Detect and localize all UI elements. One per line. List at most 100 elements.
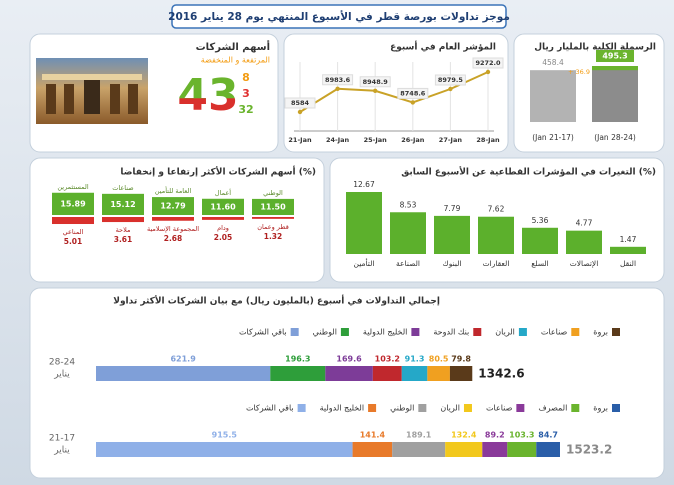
gainer-bar	[252, 198, 294, 215]
value-label: 103.2	[375, 355, 400, 364]
row-total: 1342.6	[478, 367, 524, 381]
value-label: 7.79	[444, 204, 461, 213]
value-label: 5.01	[64, 237, 83, 246]
point	[373, 88, 378, 93]
gainer-bar	[52, 192, 94, 215]
gainer-name: أعمال	[215, 188, 231, 197]
segment	[536, 442, 560, 457]
bar	[390, 212, 426, 254]
gainer-name: المستثمرين	[57, 183, 89, 191]
category-label: (Jan 21-17)	[532, 133, 574, 142]
value-label: 5.36	[532, 216, 549, 225]
loser-name: المناعي	[63, 228, 84, 236]
value-label: 91.3	[405, 355, 425, 364]
value-label: 8.53	[400, 200, 417, 209]
bar	[530, 70, 576, 122]
segment	[507, 442, 537, 457]
point	[335, 86, 340, 91]
panel	[283, 33, 509, 153]
chart-title: المؤشر العام في أسبوع	[390, 41, 496, 53]
value-label: 15.12	[110, 200, 135, 209]
value-label: 1.47	[620, 235, 637, 244]
legend-swatch	[463, 404, 472, 412]
category-label: التأمين	[354, 258, 375, 268]
value-box	[322, 74, 354, 86]
chart-title: إجمالي التداولات في أسبوع (بالمليون ريال…	[113, 295, 440, 307]
segment	[325, 366, 373, 381]
legend-label: بروة	[593, 328, 608, 337]
value-label: 8748.6	[400, 89, 426, 97]
legend-label: الوطني	[390, 404, 414, 413]
legend-swatch	[516, 404, 525, 412]
x-tick-label: 25-Jan	[364, 136, 388, 144]
value-label: 2.68	[164, 234, 183, 243]
legend-label: الخليج الدولية	[363, 328, 407, 337]
loser-bar	[202, 217, 244, 220]
value-label: 84.7	[538, 431, 558, 440]
value-box	[359, 76, 391, 88]
value-label: 89.2	[485, 431, 505, 440]
gainer-name: صناعات	[112, 184, 134, 192]
legend-swatch	[518, 328, 527, 336]
segment	[449, 366, 473, 381]
segment	[96, 366, 271, 381]
category-label: البنوك	[443, 259, 462, 268]
value-label: 8948.9	[363, 78, 389, 86]
title-banner	[171, 4, 507, 29]
bar	[566, 230, 602, 254]
companies-subtitle: المرتفعة و المنخفضة	[201, 56, 270, 65]
x-tick-label: 26-Jan	[401, 136, 425, 144]
chart-title: أسهم الشركات الأكثر إرتفاعا و إنخفاضا (%…	[120, 166, 316, 178]
segment	[482, 442, 508, 457]
legend-label: الخليج الدولية	[320, 404, 364, 413]
category-label: (Jan 28-24)	[594, 133, 636, 142]
value-label: 8584	[291, 99, 310, 107]
company-count: 3	[242, 87, 250, 100]
value-label: 11.50	[260, 202, 286, 211]
legend-label: الريان	[440, 404, 460, 413]
loser-name: المجموعة الإسلامية	[147, 225, 199, 233]
legend-swatch	[340, 328, 349, 336]
value-label: 1.32	[264, 232, 283, 241]
bar	[610, 246, 646, 254]
change-label: + 36.9	[568, 68, 590, 76]
legend-label: المصرف	[538, 404, 567, 413]
category-label: الصناعة	[396, 259, 420, 268]
value-label: 458.4	[542, 58, 564, 67]
segment	[352, 442, 393, 457]
value-label: 132.4	[451, 431, 477, 440]
companies-total: 43	[177, 70, 238, 121]
value-label: 12.67	[353, 180, 375, 189]
value-label: 4.77	[576, 219, 593, 228]
legend-swatch	[473, 328, 482, 336]
legend-swatch	[411, 328, 420, 336]
legend-label: بنك الدوحة	[433, 328, 469, 337]
building-photo	[36, 58, 148, 124]
loser-bar	[252, 217, 294, 219]
point	[297, 109, 303, 115]
category-label: العقارات	[483, 259, 510, 268]
value-label: 196.3	[285, 355, 310, 364]
bar	[478, 216, 514, 254]
loser-name: ملاحة	[116, 226, 131, 234]
page-title: موجز تداولات بورصة قطر في الأسبوع المنته…	[168, 10, 510, 23]
value-label: 3.61	[114, 235, 133, 244]
legend-label: باقي الشركات	[246, 404, 294, 413]
row-label: يناير	[53, 446, 70, 456]
gainer-name: العامة للتأمين	[155, 186, 192, 195]
value-label: 80.5	[429, 355, 449, 364]
point	[485, 69, 491, 75]
index-line	[299, 71, 489, 113]
legend-swatch	[368, 404, 377, 412]
value-label: 15.89	[60, 199, 86, 208]
loser-bar	[102, 217, 144, 223]
x-tick-label: 24-Jan	[326, 136, 350, 144]
chart-title: الرسملة الكلية بالمليار ريال	[534, 43, 656, 53]
value-label: 915.5	[212, 431, 238, 440]
segment	[445, 442, 483, 457]
company-count: 32	[238, 103, 253, 116]
value-label: 169.6	[336, 355, 362, 364]
value-label: 11.60	[210, 202, 236, 211]
value-label: 103.3	[509, 431, 534, 440]
